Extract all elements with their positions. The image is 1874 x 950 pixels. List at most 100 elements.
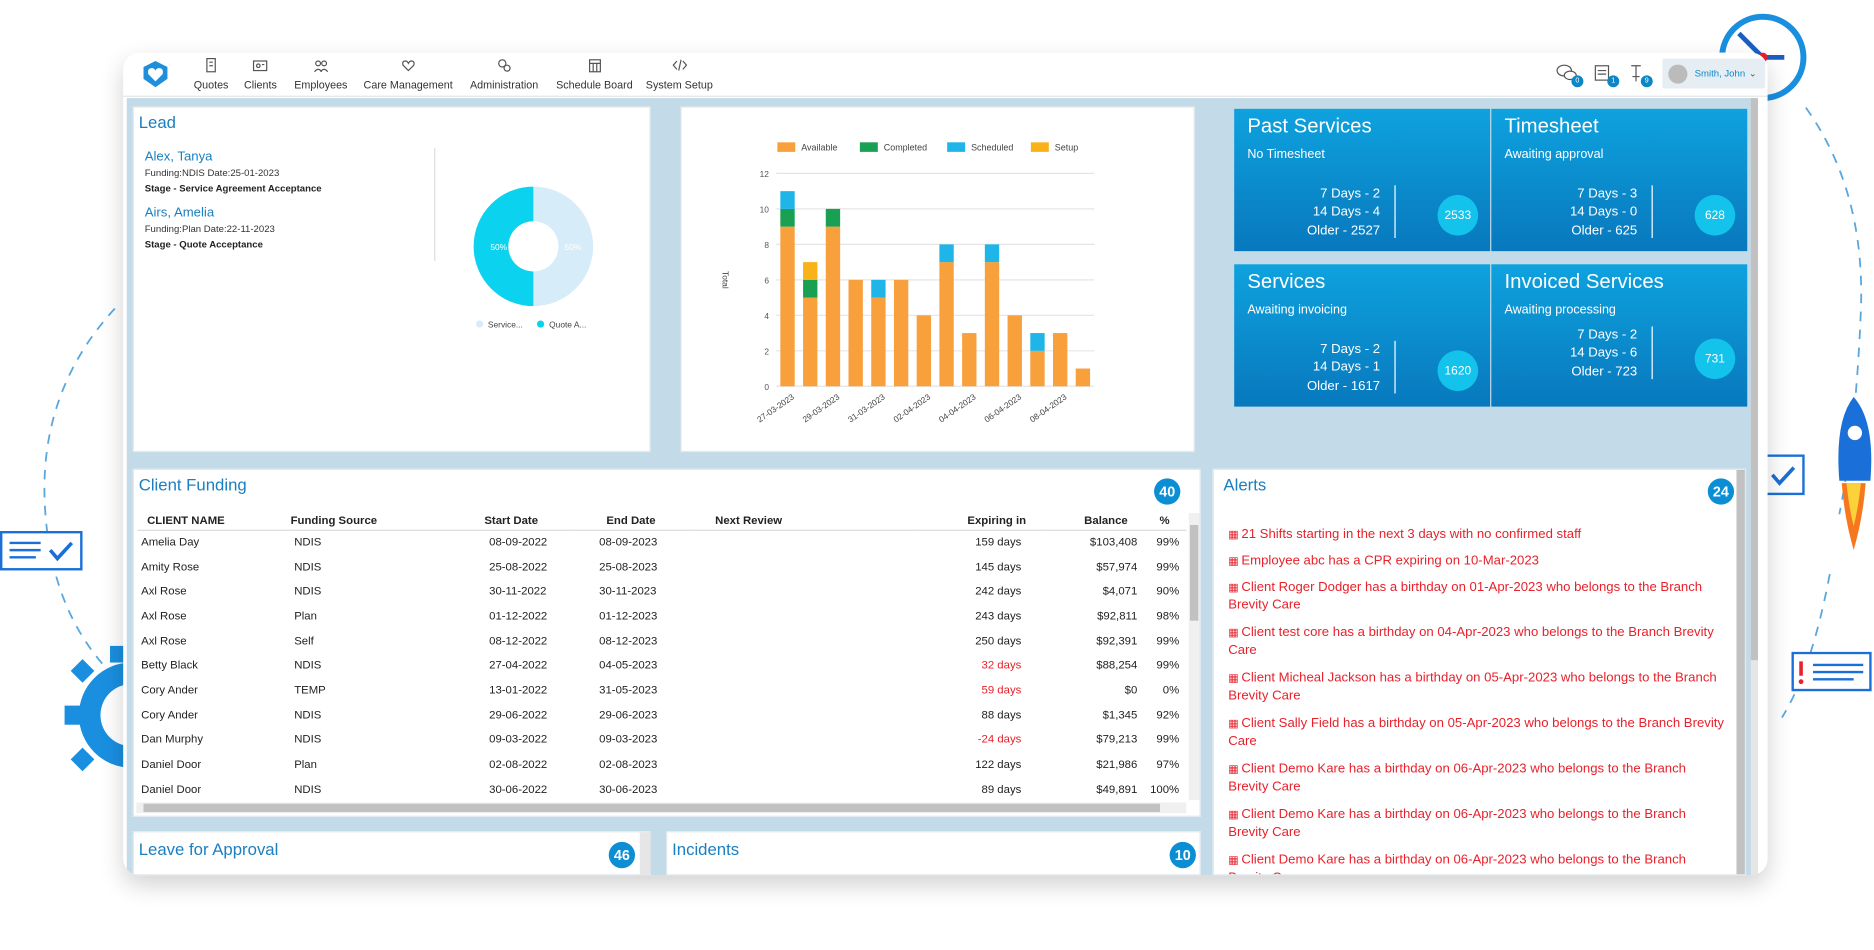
- kpi-divider: [1394, 185, 1396, 238]
- messages-button[interactable]: 0: [1556, 62, 1584, 88]
- nav-care-management[interactable]: Care Management: [364, 57, 453, 91]
- kpi-divider: [1651, 326, 1653, 380]
- app-logo[interactable]: [140, 59, 171, 90]
- scrollbar-thumb[interactable]: [143, 803, 1161, 813]
- table-row[interactable]: Amelia Day NDIS 08-09-2022 08-09-2023 159 da…: [138, 530, 1187, 555]
- legend-swatch: [777, 142, 796, 152]
- table-cell: 88 days: [981, 708, 1022, 722]
- table-cell: NDIS: [294, 782, 322, 797]
- lead-name[interactable]: Airs, Amelia: [144, 205, 215, 221]
- alert-item[interactable]: ▦ 21 Shifts starting in the next 3 days …: [1228, 526, 1728, 544]
- bell-icon: [1631, 65, 1641, 82]
- column-header[interactable]: CLIENT NAME: [137, 513, 291, 531]
- alert-item[interactable]: ▦ Client Roger Dodger has a birthday on …: [1228, 579, 1728, 615]
- table-cell: $92,391: [1096, 634, 1138, 648]
- scrollbar-thumb[interactable]: [1750, 98, 1759, 661]
- kpi-line: 7 Days - 2: [1320, 342, 1381, 357]
- report-icon: [1594, 65, 1610, 81]
- table-cell: 30-06-2022: [489, 782, 548, 797]
- alert-item[interactable]: ▦ Employee abc has a CPR expiring on 10-…: [1228, 553, 1728, 571]
- alerts-panel: Alerts 24 ▦ 21 Shifts starting in the ne…: [1212, 468, 1747, 876]
- nav-employees[interactable]: Employees: [294, 57, 347, 91]
- table-cell: 30-06-2023: [599, 782, 658, 797]
- table-cell: 99%: [1156, 659, 1180, 673]
- nav-clients[interactable]: Clients: [243, 57, 277, 91]
- x-tick-label: 04-04-2023: [937, 391, 978, 424]
- notifications-button[interactable]: 9: [1625, 62, 1653, 88]
- nav-quotes[interactable]: Quotes: [193, 57, 229, 91]
- donut-slice-quote: [473, 186, 534, 307]
- table-row[interactable]: Daniel Door NDIS 30-06-2022 30-06-2023 89 da…: [138, 777, 1187, 802]
- table-cell: [691, 728, 917, 753]
- bar-segment: [984, 244, 1000, 263]
- kpi-invoiced-services[interactable]: Invoiced Services Awaiting processing 7 …: [1491, 264, 1748, 407]
- table-cell: 145 days: [975, 560, 1022, 574]
- column-header[interactable]: Balance: [1042, 513, 1145, 531]
- calendar-icon: ▦: [1228, 808, 1242, 821]
- lead-name[interactable]: Alex, Tanya: [144, 149, 213, 164]
- alert-item[interactable]: ▦ Client Micheal Jackson has a birthday …: [1228, 670, 1728, 706]
- page-scrollbar[interactable]: [1750, 98, 1759, 876]
- alert-text: 21 Shifts starting in the next 3 days wi…: [1241, 527, 1582, 542]
- table-cell: 08-12-2023: [599, 634, 658, 648]
- table-cell: 09-03-2023: [599, 733, 658, 747]
- table-row[interactable]: Betty Black NDIS 27-04-2022 04-05-2023 32 da…: [138, 653, 1187, 678]
- table-row[interactable]: Daniel Door Plan 02-08-2022 02-08-2023 122 d…: [138, 752, 1187, 777]
- legend-item[interactable]: Service...: [475, 320, 523, 330]
- vertical-scrollbar[interactable]: [639, 832, 651, 876]
- schedule-board-icon: [588, 59, 601, 73]
- table-cell: Self: [294, 634, 314, 648]
- table-cell: $103,408: [1089, 535, 1138, 550]
- legend-label: Setup: [1055, 143, 1078, 153]
- column-header[interactable]: End Date: [575, 513, 692, 531]
- nav-system-setup[interactable]: System Setup: [646, 57, 713, 91]
- table-row[interactable]: Axl Rose Self 08-12-2022 08-12-2023 250 days…: [138, 629, 1187, 654]
- legend-item[interactable]: Quote A...: [537, 320, 586, 330]
- table-row[interactable]: Axl Rose Plan 01-12-2022 01-12-2023 243 days…: [138, 604, 1187, 629]
- care-management-icon: [401, 60, 415, 72]
- scrollbar-thumb[interactable]: [1189, 525, 1199, 621]
- bar-segment: [962, 333, 977, 387]
- table-cell: 02-08-2022: [489, 758, 548, 772]
- kpi-past-services[interactable]: Past Services No Timesheet 7 Days - 2 14…: [1234, 108, 1491, 252]
- table-row[interactable]: Cory Ander TEMP 13-01-2022 31-05-2023 59 day…: [138, 678, 1187, 703]
- dashboard: Lead Alex, Tanya Funding:NDIS Date:25-01…: [126, 98, 1759, 876]
- kpi-line: Older - 625: [1571, 223, 1638, 238]
- legend-label: Scheduled: [971, 143, 1013, 153]
- table-row[interactable]: Axl Rose NDIS 30-11-2022 30-11-2023 242 days…: [138, 579, 1187, 604]
- vertical-scrollbar[interactable]: [1736, 469, 1745, 875]
- lead-donut-chart: 50% 50%: [473, 186, 594, 307]
- alerts-count-badge: 24: [1707, 478, 1735, 505]
- kpi-services[interactable]: Services Awaiting invoicing 7 Days - 2 1…: [1234, 264, 1491, 407]
- nav-quotes-label: Quotes: [193, 78, 229, 91]
- nav-clients-label: Clients: [243, 78, 277, 91]
- alert-item[interactable]: ▦ Client Demo Kare has a birthday on 06-…: [1228, 761, 1728, 797]
- nav-administration[interactable]: Administration: [470, 57, 538, 91]
- table-cell: [691, 530, 917, 555]
- table-row[interactable]: Dan Murphy NDIS 09-03-2022 09-03-2023 -24 da…: [138, 728, 1187, 753]
- column-header[interactable]: Funding Source: [290, 513, 459, 531]
- alert-item[interactable]: ▦ Client test core has a birthday on 04-…: [1228, 624, 1728, 660]
- table-row[interactable]: Cory Ander NDIS 29-06-2022 29-06-2023 88 day…: [138, 703, 1187, 728]
- column-header[interactable]: Next Review: [691, 513, 918, 531]
- column-header[interactable]: %: [1144, 513, 1187, 531]
- column-header[interactable]: Start Date: [458, 513, 576, 531]
- column-header[interactable]: Expiring in: [917, 513, 1043, 531]
- bar-segment: [1007, 315, 1022, 387]
- user-menu[interactable]: Smith, John ⌄: [1662, 58, 1766, 89]
- alert-item[interactable]: ▦ Client Sally Field has a birthday on 0…: [1228, 715, 1728, 751]
- alert-item[interactable]: ▦ Client Demo Kare has a birthday on 06-…: [1228, 851, 1728, 875]
- bar-segment: [780, 191, 795, 209]
- kpi-line: 7 Days - 2: [1577, 327, 1638, 343]
- alert-item[interactable]: ▦ Client Demo Kare has a birthday on 06-…: [1228, 806, 1728, 842]
- table-cell: NDIS: [294, 535, 322, 550]
- nav-schedule-board[interactable]: Schedule Board: [556, 57, 633, 91]
- reports-button[interactable]: 1: [1592, 62, 1620, 88]
- kpi-timesheet[interactable]: Timesheet Awaiting approval 7 Days - 3 1…: [1491, 108, 1748, 252]
- table-cell: $21,986: [1096, 758, 1138, 772]
- alert-text: Client Demo Kare has a birthday on 06-Ap…: [1228, 761, 1687, 795]
- horizontal-scrollbar[interactable]: [136, 802, 1187, 814]
- table-row[interactable]: Amity Rose NDIS 25-08-2022 25-08-2023 145 da…: [138, 555, 1187, 580]
- vertical-scrollbar[interactable]: [1188, 513, 1200, 801]
